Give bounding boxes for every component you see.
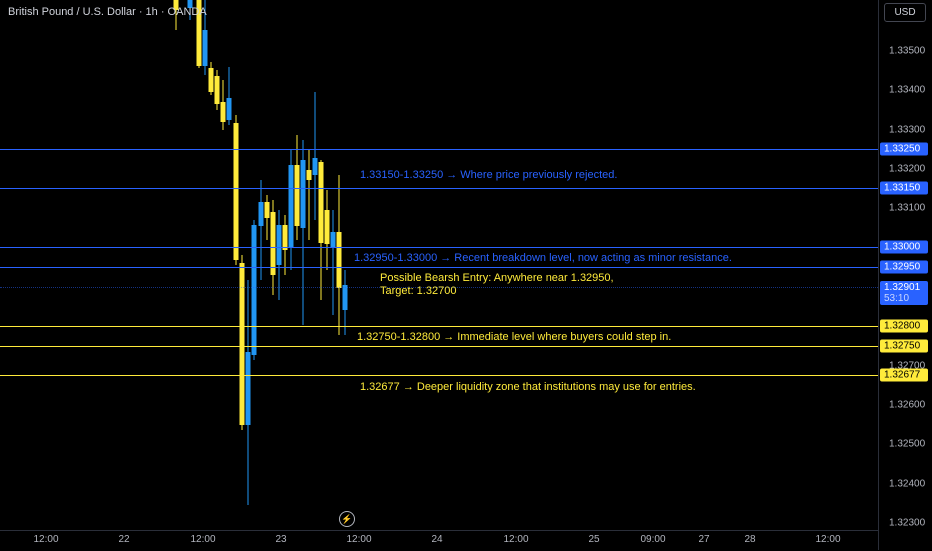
price-tick: 1.32400 (889, 478, 926, 490)
level-line-1.32950[interactable] (0, 267, 878, 268)
price-tick: 1.33400 (889, 84, 926, 96)
candle-bullish (226, 98, 232, 120)
candle-bearish (294, 165, 300, 226)
price-tick: 1.33100 (889, 202, 926, 214)
candle-bullish (251, 225, 257, 355)
candle-bullish (312, 158, 318, 175)
annotation-immediate[interactable]: 1.32750-1.32800 → Immediate level where … (357, 331, 672, 343)
symbol-title[interactable]: British Pound / U.S. Dollar · 1h · OANDA (8, 6, 207, 18)
price-tick: 1.32700 (889, 360, 926, 372)
price-badge-1.32677: 1.32677 (880, 368, 928, 382)
candle-bearish (220, 102, 226, 122)
lightning-replay-icon[interactable]: ⚡ (339, 511, 355, 527)
price-tick: 1.32600 (889, 399, 926, 411)
time-label: 25 (588, 534, 600, 545)
annotation-breakdown[interactable]: 1.32950-1.33000 → Recent breakdown level… (354, 252, 732, 264)
time-label: 12:00 (190, 534, 216, 545)
time-label: 12:00 (503, 534, 529, 545)
entry-line-2: Target: 1.32700 (380, 285, 457, 297)
candle-bullish (187, 0, 193, 8)
candle-bearish (270, 212, 276, 275)
level-line-1.32800[interactable] (0, 326, 878, 327)
candle-bullish (276, 225, 282, 265)
candle-bearish (324, 210, 330, 244)
bar-countdown: 53:10 (884, 293, 910, 304)
time-label: 24 (431, 534, 443, 545)
level-line-1.32750[interactable] (0, 346, 878, 347)
price-tick: 1.33300 (889, 124, 926, 136)
candle-bullish (202, 30, 208, 66)
level-line-1.32677[interactable] (0, 375, 878, 376)
candle-bullish (342, 285, 348, 310)
candle-bearish (196, 0, 202, 66)
candle-bullish (245, 352, 251, 425)
candle-bearish (282, 225, 288, 250)
candle-bearish (306, 170, 312, 180)
candle-bearish (336, 232, 342, 288)
candle-bullish (258, 202, 264, 226)
level-line-1.33000[interactable] (0, 247, 878, 248)
time-label: 23 (275, 534, 287, 545)
candle-bearish (208, 68, 214, 92)
current-price-line (0, 287, 878, 288)
candle-bullish (300, 160, 306, 228)
time-axis[interactable] (0, 530, 878, 551)
time-label: 27 (698, 534, 710, 545)
annotation-entry[interactable]: Possible Bearsh Entry: Anywhere near 1.3… (380, 272, 614, 298)
price-badge-1.33150: 1.33150 (880, 181, 928, 195)
annotation-liquidity[interactable]: 1.32677 → Deeper liquidity zone that ins… (360, 381, 696, 393)
price-axis[interactable] (878, 0, 932, 550)
level-line-1.33250[interactable] (0, 149, 878, 150)
time-label: 12:00 (346, 534, 372, 545)
price-tick: 1.33500 (889, 45, 926, 57)
candlestick-series (173, 0, 348, 505)
candle-bearish (233, 123, 239, 260)
candle-bearish (173, 0, 179, 10)
price-tick: 1.32300 (889, 517, 926, 529)
current-price-value: 1.32901 (884, 282, 921, 293)
time-label: 28 (744, 534, 756, 545)
time-label: 22 (118, 534, 130, 545)
price-badge-1.32950: 1.32950 (880, 260, 928, 274)
currency-button[interactable]: USD (884, 3, 926, 22)
current-price-badge: 1.32901 53:10 (880, 281, 928, 305)
price-badge-1.32750: 1.32750 (880, 339, 928, 353)
price-tick: 1.33200 (889, 163, 926, 175)
candle-bullish (288, 165, 294, 248)
time-label: 09:00 (640, 534, 666, 545)
candle-bearish (318, 162, 324, 243)
chart-area[interactable] (0, 0, 878, 530)
candle-bearish (264, 202, 270, 218)
annotation-rejected[interactable]: 1.33150-1.33250 → Where price previously… (360, 169, 618, 181)
price-badge-1.33250: 1.33250 (880, 142, 928, 156)
candle-bearish (239, 263, 245, 425)
price-badge-1.32800: 1.32800 (880, 319, 928, 333)
level-line-1.33150[interactable] (0, 188, 878, 189)
candle-bullish (330, 232, 336, 248)
price-tick: 1.32500 (889, 438, 926, 450)
entry-line-1: Possible Bearsh Entry: Anywhere near 1.3… (380, 272, 614, 284)
candle-bearish (214, 76, 220, 104)
time-label: 12:00 (815, 534, 841, 545)
price-badge-1.33000: 1.33000 (880, 240, 928, 254)
time-label: 12:00 (33, 534, 59, 545)
